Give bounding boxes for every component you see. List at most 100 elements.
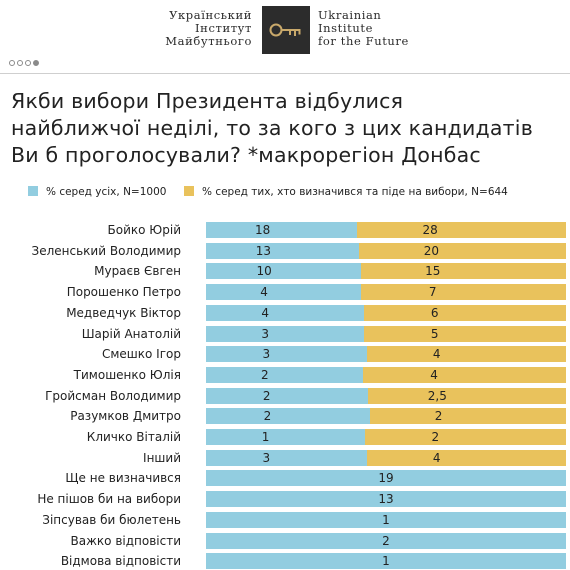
data-label-all: 3 [262, 347, 271, 362]
data-label-all: 4 [260, 285, 268, 300]
data-label-all: 2 [262, 388, 271, 403]
table-row: Кличко Віталій 1 2 [0, 428, 570, 446]
bar-all [206, 304, 364, 321]
pager-dot[interactable] [17, 60, 23, 66]
category-label: Разумков Дмитро [70, 409, 181, 424]
bar-all [206, 222, 357, 238]
category-label: Інший [143, 450, 181, 465]
category-label: Не пішов би на вибори [37, 492, 181, 507]
data-label-all: 2 [263, 409, 272, 424]
data-label-decided: 2 [434, 409, 443, 424]
data-label-all: 1 [382, 554, 390, 569]
table-row: Смешко Ігор 3 4 [0, 345, 570, 363]
legend-label-decided: % серед тих, хто визначився та піде на в… [202, 186, 508, 198]
key-icon [262, 6, 310, 54]
category-label: Бойко Юрій [107, 223, 181, 237]
data-label-decided: 15 [425, 264, 441, 279]
table-row: Шарій Анатолій 3 5 [0, 325, 570, 343]
table-row: Ще не визначився 19 [0, 469, 570, 487]
legend-swatch-decided [184, 186, 194, 196]
bar-decided [368, 387, 566, 404]
data-label-decided: 20 [423, 243, 440, 258]
category-label: Смешко Ігор [101, 347, 181, 362]
pager-dot[interactable] [33, 60, 39, 66]
table-row: Зеленський Володимир 13 20 [0, 242, 570, 260]
data-label-all: 3 [261, 326, 270, 341]
category-label: Шарій Анатолій [81, 326, 181, 341]
table-row: Порошенко Петро 4 7 [0, 283, 570, 301]
bar-all [206, 470, 566, 487]
category-label: Тимошенко Юлія [73, 367, 181, 382]
table-row: Бойко Юрій 18 28 [0, 221, 570, 239]
category-label: Важко відповісти [70, 533, 181, 548]
bar-all [206, 325, 364, 342]
category-label: Кличко Віталій [86, 430, 181, 444]
data-label-all: 19 [378, 471, 394, 486]
data-label-decided: 6 [430, 305, 439, 320]
bar-all [206, 491, 566, 508]
logo-text-english: Ukrainian Institute for the Future [318, 8, 409, 48]
legend-label-all: % серед усіх, N=1000 [46, 186, 167, 198]
table-row: Важко відповісти 2 [0, 532, 570, 550]
table-row: Медведчук Віктор 4 6 [0, 304, 570, 322]
data-label-all: 1 [261, 430, 270, 444]
data-label-decided: 5 [430, 326, 439, 341]
bar-decided [361, 263, 566, 280]
bar-decided [361, 284, 566, 301]
data-label-all: 2 [261, 367, 269, 382]
table-row: Разумков Дмитро 2 2 [0, 407, 570, 425]
bar-all [206, 366, 363, 383]
table-row: Інший 3 4 [0, 449, 570, 467]
table-row: Тимошенко Юлія 2 4 [0, 366, 570, 384]
bar-all [206, 511, 566, 528]
header-divider [0, 73, 570, 74]
data-label-decided: 4 [432, 347, 441, 362]
data-label-all: 1 [382, 512, 390, 527]
pager-dot[interactable] [9, 60, 15, 66]
bar-decided [365, 429, 566, 445]
legend-swatch-all [28, 186, 38, 196]
bar-all [206, 429, 365, 445]
data-label-decided: 4 [430, 367, 438, 382]
data-label-decided: 7 [428, 285, 437, 300]
bar-decided [364, 304, 566, 321]
table-row: Відмова відповісти 1 [0, 552, 570, 570]
bar-all [206, 263, 361, 280]
category-label: Зіпсував би бюлетень [42, 512, 181, 527]
chart-title: Якби вибори Президента відбулися найближ… [11, 89, 533, 167]
header: Український Інститут Майбутнього Ukraini… [0, 0, 570, 56]
bar-all [206, 242, 359, 259]
data-label-decided: 2,5 [427, 388, 447, 403]
bar-decided [359, 242, 566, 259]
bar-all [206, 408, 370, 425]
bar-decided [363, 366, 566, 383]
category-label: Ще не визначився [65, 471, 181, 486]
table-row: Мураєв Євген 10 15 [0, 262, 570, 280]
logo-text-ukrainian: Український Інститут Майбутнього [165, 8, 252, 48]
bar-decided [364, 325, 566, 342]
table-row: Зіпсував би бюлетень 1 [0, 511, 570, 529]
data-label-decided: 4 [432, 450, 441, 465]
bar-decided [367, 346, 566, 363]
legend-item-decided: % серед тих, хто визначився та піде на в… [184, 186, 508, 198]
category-label: Порошенко Петро [66, 285, 181, 300]
bar-all [206, 387, 368, 404]
category-label: Гройсман Володимир [45, 388, 181, 403]
bar-all [206, 449, 367, 466]
category-label: Мураєв Євген [94, 264, 181, 279]
bar-decided [370, 408, 566, 425]
data-label-all: 4 [261, 305, 270, 320]
table-row: Не пішов би на вибори 13 [0, 490, 570, 508]
legend-item-all: % серед усіх, N=1000 [28, 186, 166, 198]
category-label: Відмова відповісти [60, 554, 181, 569]
data-label-decided: 2 [431, 430, 440, 444]
bar-decided [367, 449, 566, 466]
bar-all [206, 346, 367, 363]
bar-decided [357, 222, 566, 238]
category-label: Зеленський Володимир [31, 243, 181, 258]
data-label-all: 18 [254, 223, 271, 237]
table-row: Гройсман Володимир 2 2,5 [0, 387, 570, 405]
data-label-all: 13 [255, 243, 272, 258]
pager-dot[interactable] [25, 60, 31, 66]
data-label-all: 13 [378, 492, 394, 507]
